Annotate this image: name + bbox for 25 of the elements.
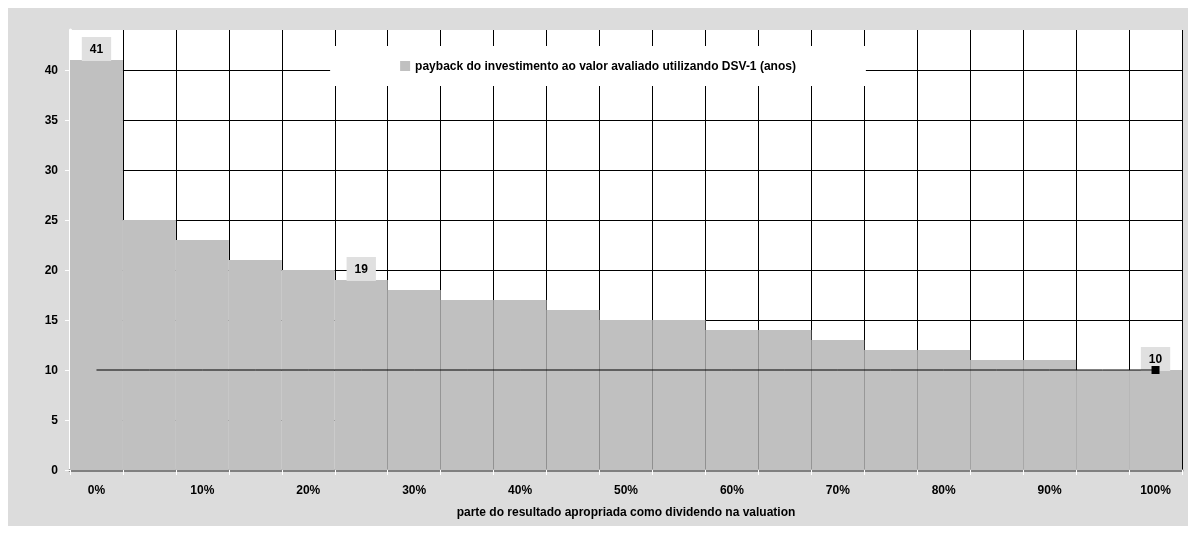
y-tick-label: 0 — [51, 463, 59, 477]
data-label: 19 — [354, 262, 369, 276]
x-tick-label: 80% — [931, 483, 957, 497]
x-tick-label: 60% — [719, 483, 745, 497]
y-tick-label: 20 — [44, 263, 59, 277]
y-tick-label: 15 — [44, 313, 59, 327]
y-tick-label: 5 — [51, 413, 59, 427]
x-tick-label: 70% — [825, 483, 851, 497]
y-tick-label: 40 — [44, 63, 59, 77]
y-tick-label: 35 — [44, 113, 59, 127]
x-tick-label: 10% — [190, 483, 215, 497]
x-tick-label: 100% — [1140, 483, 1172, 497]
x-tick-label: 90% — [1037, 483, 1062, 497]
x-tick-label: 50% — [613, 483, 639, 497]
legend-label: payback do investimento ao valor avaliado utilizando DSV-1 (anos) — [415, 59, 796, 73]
x-tick-label: 40% — [508, 483, 533, 497]
y-tick-label: 25 — [44, 213, 59, 227]
y-tick-label: 10 — [44, 363, 59, 377]
data-label: 41 — [89, 42, 104, 56]
x-tick-label: 0% — [87, 483, 106, 497]
x-axis-title: parte do resultado apropriada como dividendo na valuation — [456, 505, 796, 519]
y-tick-label: 30 — [44, 163, 59, 177]
data-label: 10 — [1148, 352, 1163, 366]
x-tick-label: 20% — [296, 483, 321, 497]
x-tick-label: 30% — [402, 483, 427, 497]
